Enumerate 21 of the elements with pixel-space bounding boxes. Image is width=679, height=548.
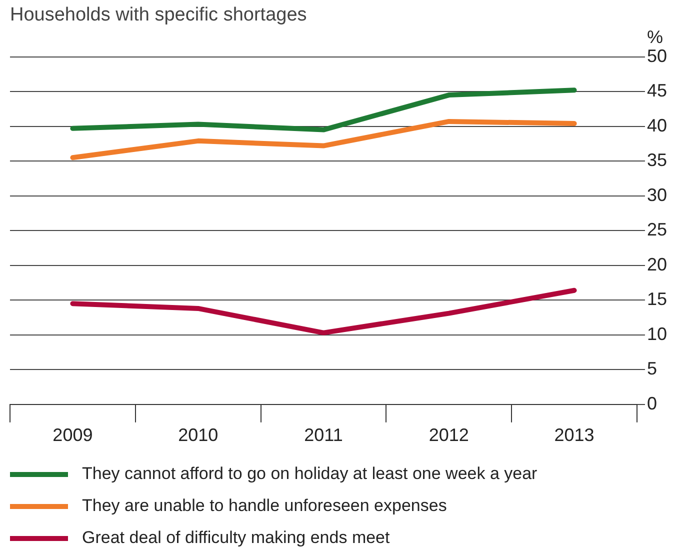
y-tick-label: 50 [646, 46, 668, 66]
y-tick-label: 5 [646, 358, 657, 379]
y-tick-label: 40 [646, 115, 668, 136]
y-tick-label: 35 [646, 150, 668, 170]
legend-label: They cannot afford to go on holiday at least one week a year [82, 464, 538, 484]
y-tick-label: 30 [646, 184, 668, 205]
legend-label: Great deal of difficulty making ends meet [82, 528, 390, 548]
x-tick-label: 2011 [304, 425, 343, 446]
y-tick-label: 25 [646, 220, 668, 240]
x-tick-label: 2013 [554, 425, 594, 446]
x-tick-label: 2010 [178, 425, 218, 446]
y-tick-label: 20 [646, 254, 668, 274]
x-tick-label: 2009 [52, 425, 93, 446]
y-tick-label: 45 [646, 80, 668, 101]
y-tick-label: 10 [646, 324, 668, 344]
chart-title: Households with specific shortages [10, 4, 307, 26]
y-tick-label: 15 [646, 289, 668, 310]
x-tick-label: 2012 [428, 425, 469, 446]
legend-label: They are unable to handle unforeseen expenses [82, 496, 447, 516]
y-tick-label: 0 [646, 393, 657, 414]
y-axis-title: % [646, 26, 663, 47]
